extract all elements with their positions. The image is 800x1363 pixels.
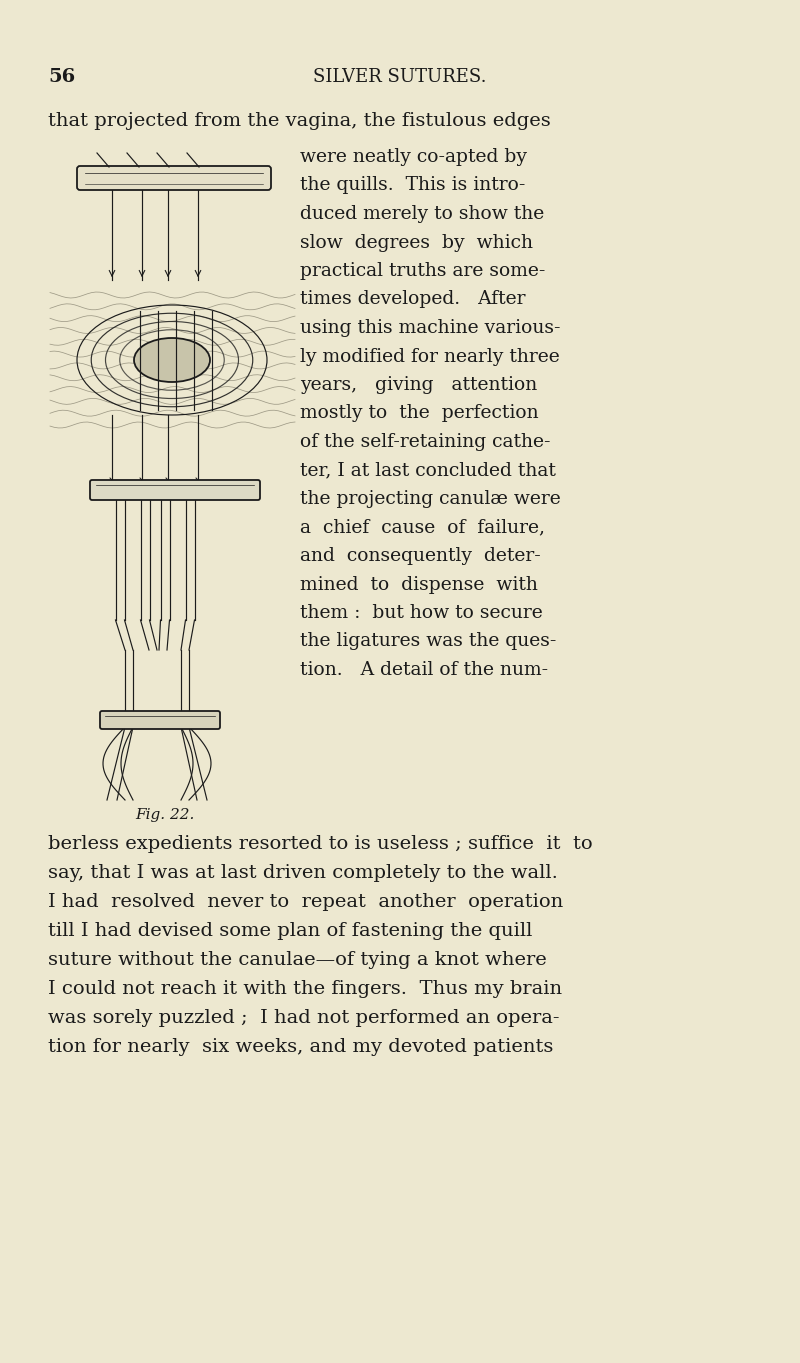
Text: the quills.  This is intro-: the quills. This is intro-	[300, 176, 526, 195]
Text: till I had devised some plan of fastening the quill: till I had devised some plan of fastenin…	[48, 921, 532, 940]
FancyBboxPatch shape	[77, 166, 271, 189]
Text: practical truths are some-: practical truths are some-	[300, 262, 546, 279]
Text: the projecting canulæ were: the projecting canulæ were	[300, 491, 561, 508]
Text: duced merely to show the: duced merely to show the	[300, 204, 544, 224]
Text: them :  but how to secure: them : but how to secure	[300, 604, 542, 622]
Text: 56: 56	[48, 68, 75, 86]
Text: of the self-retaining cathe-: of the self-retaining cathe-	[300, 433, 550, 451]
Text: berless expedients resorted to is useless ; suffice  it  to: berless expedients resorted to is useles…	[48, 836, 593, 853]
Ellipse shape	[134, 338, 210, 382]
Text: say, that I was at last driven completely to the wall.: say, that I was at last driven completel…	[48, 864, 558, 882]
FancyBboxPatch shape	[100, 711, 220, 729]
Text: was sorely puzzled ;  I had not performed an opera-: was sorely puzzled ; I had not performed…	[48, 1009, 559, 1026]
Text: mined  to  dispense  with: mined to dispense with	[300, 575, 538, 593]
FancyBboxPatch shape	[90, 480, 260, 500]
Text: I had  resolved  never to  repeat  another  operation: I had resolved never to repeat another o…	[48, 893, 563, 910]
Text: using this machine various-: using this machine various-	[300, 319, 561, 337]
Text: the ligatures was the ques-: the ligatures was the ques-	[300, 632, 556, 650]
Text: suture without the canulae—of tying a knot where: suture without the canulae—of tying a kn…	[48, 951, 546, 969]
Text: and  consequently  deter-: and consequently deter-	[300, 547, 541, 566]
Text: ter, I at last concluded that: ter, I at last concluded that	[300, 462, 556, 480]
Text: times developed.   After: times developed. After	[300, 290, 526, 308]
Text: ly modified for nearly three: ly modified for nearly three	[300, 348, 560, 365]
Text: SILVER SUTURES.: SILVER SUTURES.	[314, 68, 486, 86]
Text: a  chief  cause  of  failure,: a chief cause of failure,	[300, 518, 545, 537]
Text: slow  degrees  by  which: slow degrees by which	[300, 233, 533, 252]
Text: tion for nearly  six weeks, and my devoted patients: tion for nearly six weeks, and my devote…	[48, 1039, 554, 1056]
Text: were neatly co-apted by: were neatly co-apted by	[300, 149, 527, 166]
Text: I could not reach it with the fingers.  Thus my brain: I could not reach it with the fingers. T…	[48, 980, 562, 998]
Text: Fig. 22.: Fig. 22.	[135, 808, 194, 822]
Text: tion.   A detail of the num-: tion. A detail of the num-	[300, 661, 548, 679]
Text: that projected from the vagina, the fistulous edges: that projected from the vagina, the fist…	[48, 112, 550, 129]
Text: years,   giving   attention: years, giving attention	[300, 376, 538, 394]
Text: mostly to  the  perfection: mostly to the perfection	[300, 405, 538, 423]
